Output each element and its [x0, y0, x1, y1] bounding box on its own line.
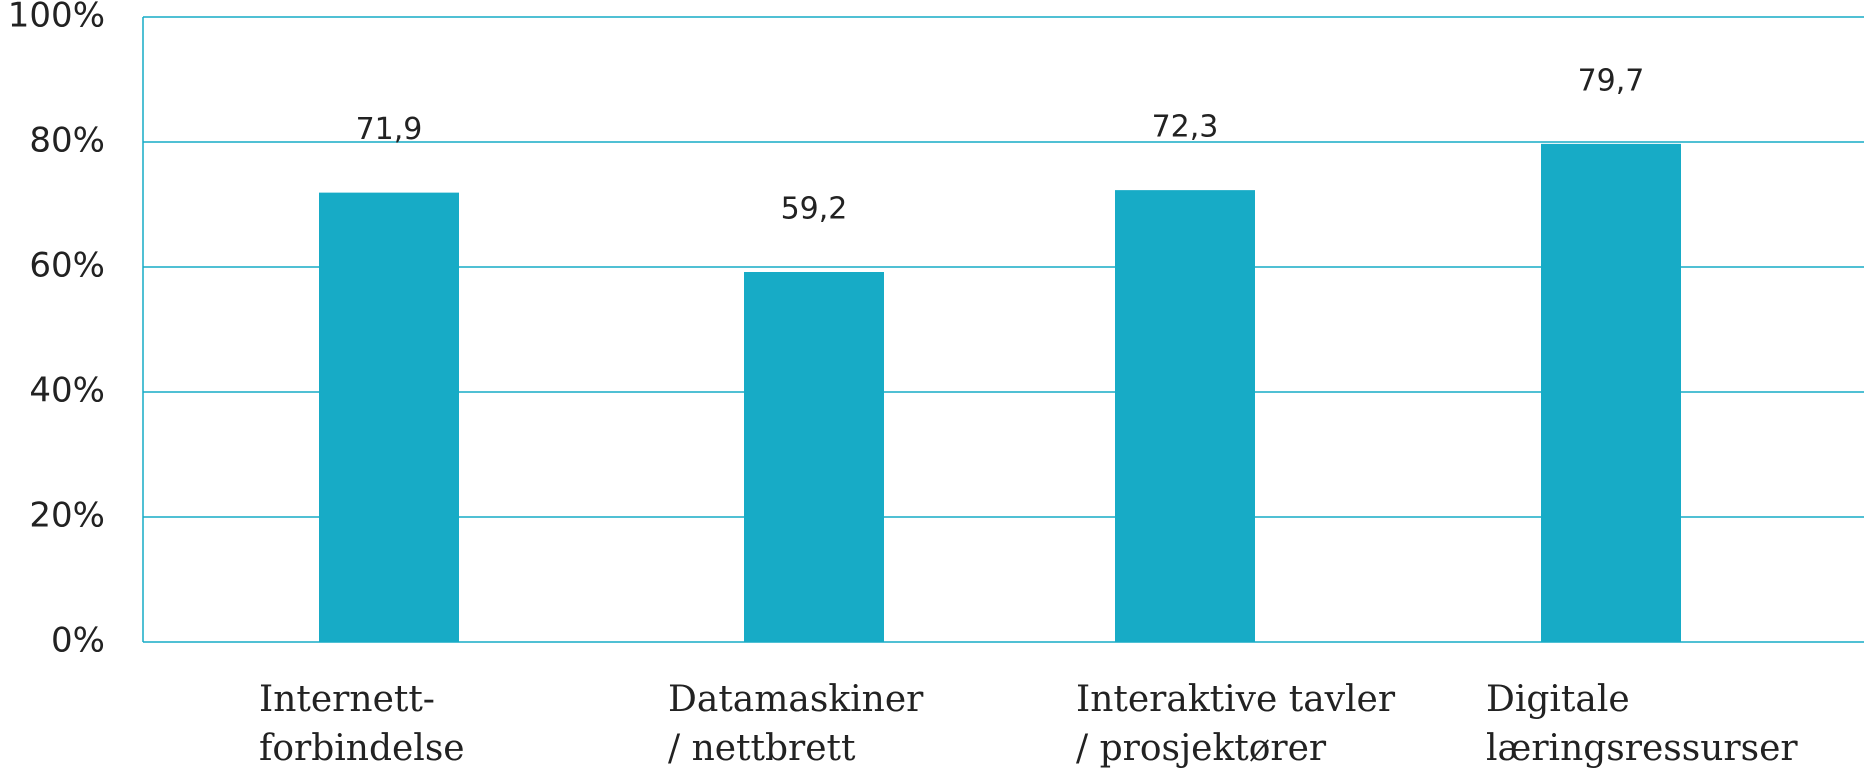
bar — [1115, 190, 1255, 642]
x-tick-label: Digitale — [1486, 679, 1630, 720]
bar — [319, 192, 459, 642]
x-tick-label: læringsressurser — [1486, 728, 1798, 769]
y-tick-label: 0% — [51, 621, 105, 661]
bar — [1541, 143, 1681, 642]
value-label: 79,7 — [1578, 63, 1645, 98]
x-tick-label: Interaktive tavler — [1076, 679, 1396, 720]
x-tick-label: forbindelse — [259, 728, 465, 769]
x-tick-label: Internett- — [259, 679, 435, 720]
y-tick-label: 20% — [29, 496, 105, 536]
y-tick-label: 80% — [29, 121, 105, 161]
value-label: 72,3 — [1152, 110, 1219, 145]
value-label: 59,2 — [781, 192, 848, 227]
y-tick-label: 100% — [8, 0, 105, 36]
x-tick-label: / prosjektører — [1076, 728, 1327, 769]
x-tick-label: Datamaskiner — [668, 679, 924, 720]
y-tick-label: 40% — [29, 371, 105, 411]
x-tick-label: / nettbrett — [668, 728, 856, 769]
y-tick-label: 60% — [29, 246, 105, 286]
bar — [744, 272, 884, 642]
value-label: 71,9 — [356, 112, 423, 147]
